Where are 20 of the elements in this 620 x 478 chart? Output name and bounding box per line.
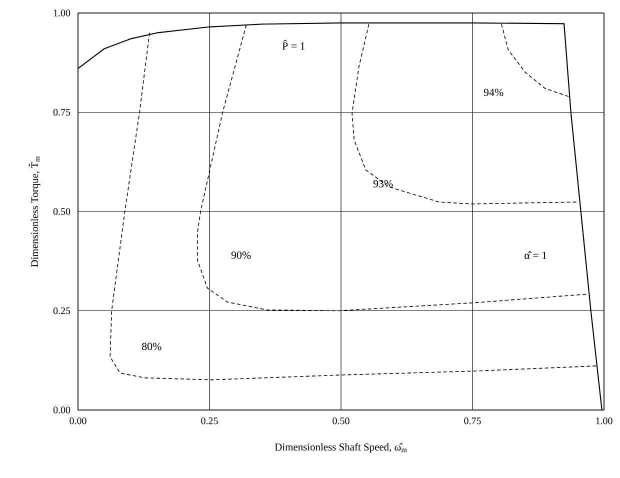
x-tick-label: 0.50 bbox=[332, 418, 350, 424]
y-tick-label: 0.25 bbox=[53, 307, 70, 314]
line-series bbox=[110, 32, 597, 380]
annotation: α̂ = 1 bbox=[524, 251, 546, 260]
y-tick-label: 0.75 bbox=[53, 108, 70, 116]
y-tick-label: 0.00 bbox=[53, 406, 70, 414]
annotation: P̂ = 1 bbox=[282, 40, 305, 50]
line-series bbox=[197, 24, 589, 312]
y-tick-label: 1.00 bbox=[54, 10, 70, 16]
annotation: 90% bbox=[231, 251, 251, 259]
annotation: 93% bbox=[373, 180, 393, 188]
x-tick-label: 0.75 bbox=[464, 418, 481, 424]
x-axis-title: Dimensionless Shaft Speed, ω̂$_{m}$ bbox=[274, 443, 407, 453]
x-tick-label: 0.25 bbox=[201, 418, 218, 424]
x-tick-label: 0.00 bbox=[70, 418, 86, 424]
y-tick-label: 0.50 bbox=[53, 208, 70, 215]
annotation: 94% bbox=[484, 88, 504, 96]
x-tick-label: 1.00 bbox=[596, 418, 612, 424]
annotation: 80% bbox=[142, 342, 162, 350]
y-axis-title: Dimensionless Torque, T̂$_{m}$ bbox=[28, 156, 40, 267]
